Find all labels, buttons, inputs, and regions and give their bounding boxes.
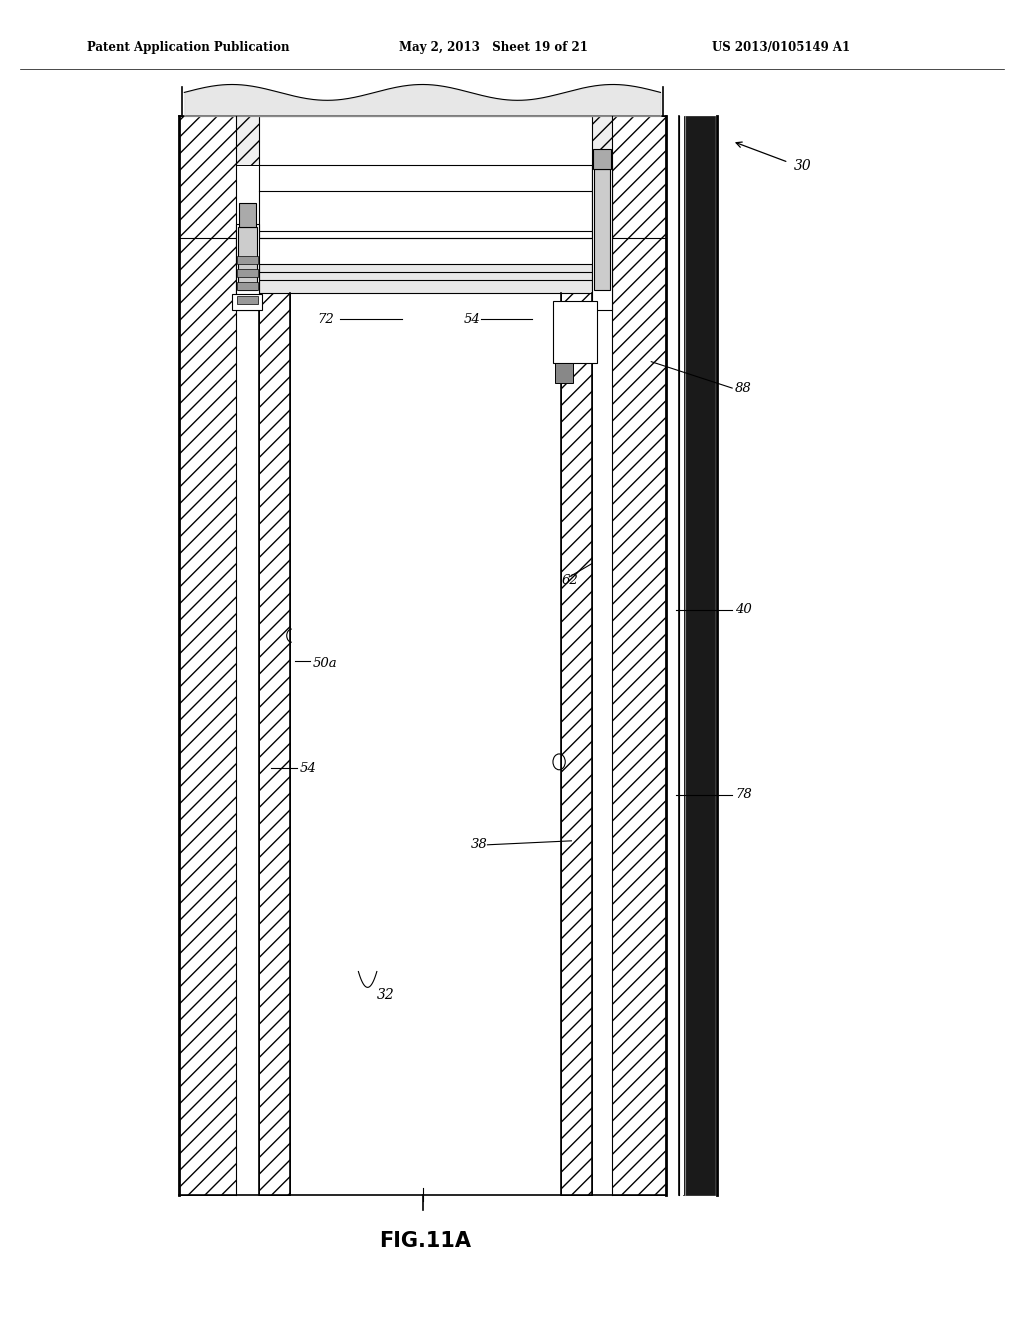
Bar [290,293,561,1195]
Bar [555,363,573,383]
Text: 54: 54 [464,313,480,326]
Bar [237,256,258,264]
Bar [592,165,612,310]
Text: 32: 32 [377,989,394,1002]
Bar [259,116,592,238]
Text: 40: 40 [735,603,752,616]
Text: May 2, 2013   Sheet 19 of 21: May 2, 2013 Sheet 19 of 21 [399,41,588,54]
Text: 78: 78 [735,788,752,801]
Text: 38: 38 [471,838,487,851]
Text: 54: 54 [300,762,316,775]
Bar [259,264,592,293]
Bar [236,116,259,165]
Text: 72: 72 [317,313,334,326]
Bar [553,301,597,363]
Bar [683,116,715,1195]
Bar [259,293,290,1195]
Text: 50a: 50a [312,657,337,671]
Text: Patent Application Publication: Patent Application Publication [87,41,290,54]
Text: 62: 62 [561,574,578,587]
Bar [612,116,666,238]
Text: 88: 88 [735,381,752,395]
Bar [679,116,684,1195]
Bar [237,269,258,277]
Text: 30: 30 [794,160,811,173]
Bar [239,203,256,227]
Bar [594,169,610,290]
Bar [179,116,236,238]
Bar [593,149,611,169]
Bar [237,282,258,290]
Bar [179,116,236,1195]
Bar [561,293,592,1195]
Bar [237,296,258,304]
Bar [238,227,257,290]
Bar [592,116,612,165]
Text: FIG.11A: FIG.11A [379,1230,471,1251]
Bar [232,294,262,310]
Bar [612,116,666,1195]
Text: US 2013/0105149 A1: US 2013/0105149 A1 [712,41,850,54]
Bar [236,224,259,310]
